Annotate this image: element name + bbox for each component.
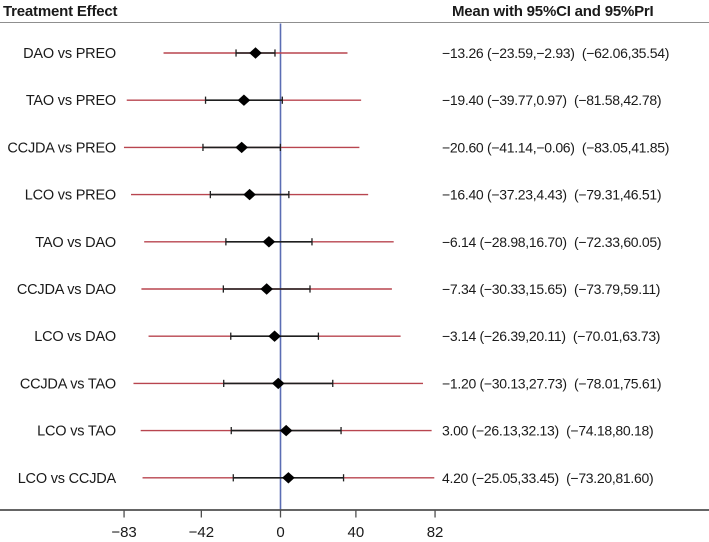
comparison-label: TAO vs PREO <box>26 93 116 109</box>
mean-diamond <box>282 472 295 484</box>
forest-row: LCO vs DAO −3.14 (−26.39,20.11) (−70.01,6… <box>34 328 660 345</box>
estimate-text: −3.14 (−26.39,20.11) (−70.01,63.73) <box>442 328 660 344</box>
mean-diamond <box>237 94 251 106</box>
x-tick-label: −83 <box>111 524 136 541</box>
x-tick-label: −42 <box>189 524 214 541</box>
mean-diamond <box>262 236 276 248</box>
column-header-treatment-effect: Treatment Effect <box>3 3 118 20</box>
estimate-text: 3.00 (−26.13,32.13) (−74.18,80.18) <box>442 423 653 439</box>
comparison-label: LCO vs PREO <box>25 188 116 204</box>
estimate-text: −7.34 (−30.33,15.65) (−73.79,59.11) <box>442 281 660 297</box>
mean-diamond <box>279 424 293 437</box>
mean-diamond <box>260 283 273 295</box>
forest-row: CCJDA vs DAO −7.34 (−30.33,15.65) (−73.79… <box>17 281 661 298</box>
mean-diamond <box>243 188 256 201</box>
estimate-text: −16.40 (−37.23,4.43) (−79.31,46.51) <box>442 187 661 203</box>
forest-row: LCO vs TAO 3.00 (−26.13,32.13) (−74.18,80… <box>37 423 653 440</box>
estimate-text: −1.20 (−30.13,27.73) (−78.01,75.61) <box>442 375 661 391</box>
comparison-label: LCO vs CCJDA <box>18 471 117 487</box>
estimate-text: 4.20 (−25.05,33.45) (−73.20,81.60) <box>442 470 653 486</box>
x-tick-label: 40 <box>348 524 365 541</box>
forest-row: LCO vs PREO −16.40 (−37.23,4.43) (−79.31,… <box>25 187 662 204</box>
mean-diamond <box>249 47 262 59</box>
comparison-label: LCO vs DAO <box>34 329 116 345</box>
forest-row: DAO vs PREO −13.26 (−23.59,−2.93) (−62.06… <box>23 45 669 62</box>
comparison-label: CCJDA vs DAO <box>17 282 116 298</box>
comparison-label: LCO vs TAO <box>37 424 116 440</box>
comparison-label: CCJDA vs PREO <box>7 140 116 156</box>
comparison-label: CCJDA vs TAO <box>20 376 116 392</box>
forest-row: TAO vs DAO −6.14 (−28.98,16.70) (−72.33,6… <box>35 234 661 251</box>
forest-row: CCJDA vs TAO −1.20 (−30.13,27.73) (−78.01… <box>20 375 662 392</box>
x-tick-label: 0 <box>276 524 284 541</box>
forest-row: TAO vs PREO −19.40 (−39.77,0.97) (−81.58,… <box>26 92 662 109</box>
x-tick-label: 82 <box>427 524 444 541</box>
comparison-label: TAO vs DAO <box>35 235 116 251</box>
estimate-text: −6.14 (−28.98,16.70) (−72.33,60.05) <box>442 234 661 250</box>
header-divider-line <box>0 22 709 23</box>
column-header-mean-ci-pri: Mean with 95%CI and 95%PrI <box>452 3 654 20</box>
forest-row: LCO vs CCJDA 4.20 (−25.05,33.45) (−73.20,… <box>18 470 654 487</box>
mean-diamond <box>268 330 281 342</box>
estimate-text: −13.26 (−23.59,−2.93) (−62.06,35.54) <box>442 45 669 61</box>
mean-diamond <box>271 377 285 390</box>
comparison-label: DAO vs PREO <box>23 46 116 62</box>
mean-diamond <box>235 141 248 154</box>
estimate-text: −20.60 (−41.14,−0.06) (−83.05,41.85) <box>442 139 669 155</box>
estimate-text: −19.40 (−39.77,0.97) (−81.58,42.78) <box>442 92 661 108</box>
forest-row: CCJDA vs PREO −20.60 (−41.14,−0.06) (−83.… <box>7 139 669 156</box>
